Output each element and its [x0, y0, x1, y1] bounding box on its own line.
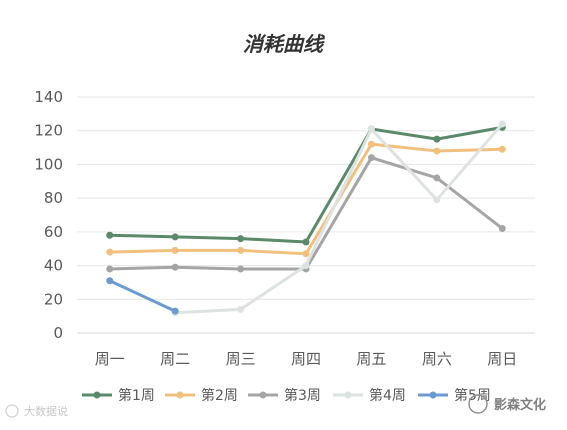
- x-tick-label: 周一: [95, 350, 125, 368]
- data-point: [433, 174, 441, 182]
- x-tick-label: 周五: [356, 350, 386, 368]
- watermark-left-text: 大数据说: [24, 404, 68, 418]
- y-tick-label: 60: [44, 223, 63, 241]
- series-line: [173, 122, 504, 315]
- x-tick-label: 周二: [160, 350, 190, 368]
- y-tick-label: 0: [53, 324, 63, 342]
- y-tick-label: 120: [34, 122, 63, 140]
- data-point: [498, 224, 506, 232]
- series-1: [106, 123, 506, 246]
- data-point: [302, 238, 310, 246]
- legend-marker: [259, 391, 267, 399]
- data-point: [367, 154, 375, 162]
- wechat-icon: [468, 394, 488, 414]
- data-point: [237, 246, 245, 254]
- data-point: [106, 265, 114, 273]
- data-point: [171, 263, 179, 271]
- series-2: [106, 140, 506, 258]
- data-point: [106, 277, 114, 285]
- data-point: [302, 250, 310, 258]
- x-tick-label: 周日: [487, 350, 517, 368]
- legend-label: 第3周: [284, 387, 321, 404]
- data-point: [367, 125, 375, 133]
- y-tick-label: 40: [44, 257, 63, 275]
- data-point: [171, 246, 179, 254]
- data-point: [302, 262, 310, 270]
- legend-label: 第4周: [369, 387, 406, 404]
- data-point: [498, 120, 506, 128]
- legend-marker: [93, 391, 101, 399]
- series-line: [108, 279, 177, 313]
- chart-title: 消耗曲线: [243, 32, 326, 56]
- data-point: [171, 233, 179, 241]
- legend-marker: [344, 391, 352, 399]
- legend-label: 第1周: [118, 387, 155, 404]
- x-tick-label: 周三: [226, 350, 256, 368]
- data-point: [433, 196, 441, 204]
- series-lines: [106, 120, 506, 317]
- legend-marker: [429, 391, 437, 399]
- y-tick-label: 140: [34, 88, 63, 106]
- data-point: [106, 248, 114, 256]
- data-point: [367, 140, 375, 148]
- weibo-icon: [5, 404, 19, 418]
- x-tick-label: 周四: [291, 350, 321, 368]
- watermark-right: 影森文化: [468, 394, 546, 414]
- x-tick-label: 周六: [422, 350, 452, 368]
- data-point: [237, 265, 245, 273]
- series-5: [106, 277, 179, 315]
- y-tick-label: 100: [34, 155, 63, 173]
- x-axis-ticks: 周一 周二 周三 周四 周五 周六 周日: [95, 350, 518, 368]
- data-point: [237, 305, 245, 313]
- data-point: [106, 231, 114, 239]
- watermark-right-text: 影森文化: [494, 397, 546, 413]
- legend-marker: [176, 391, 184, 399]
- data-point: [433, 135, 441, 143]
- data-point: [171, 307, 179, 315]
- y-tick-label: 20: [44, 290, 63, 308]
- y-axis-ticks: 0 20 40 60 80 100 120 140: [34, 88, 63, 342]
- legend: 第1周 第2周 第3周 第4周 第5周: [82, 387, 491, 404]
- data-point: [498, 145, 506, 153]
- watermark-left: 大数据说: [5, 404, 68, 418]
- legend-label: 第2周: [201, 387, 238, 404]
- legend-label: 第5周: [454, 387, 491, 404]
- y-tick-label: 80: [44, 189, 63, 207]
- data-point: [237, 235, 245, 243]
- data-point: [433, 147, 441, 155]
